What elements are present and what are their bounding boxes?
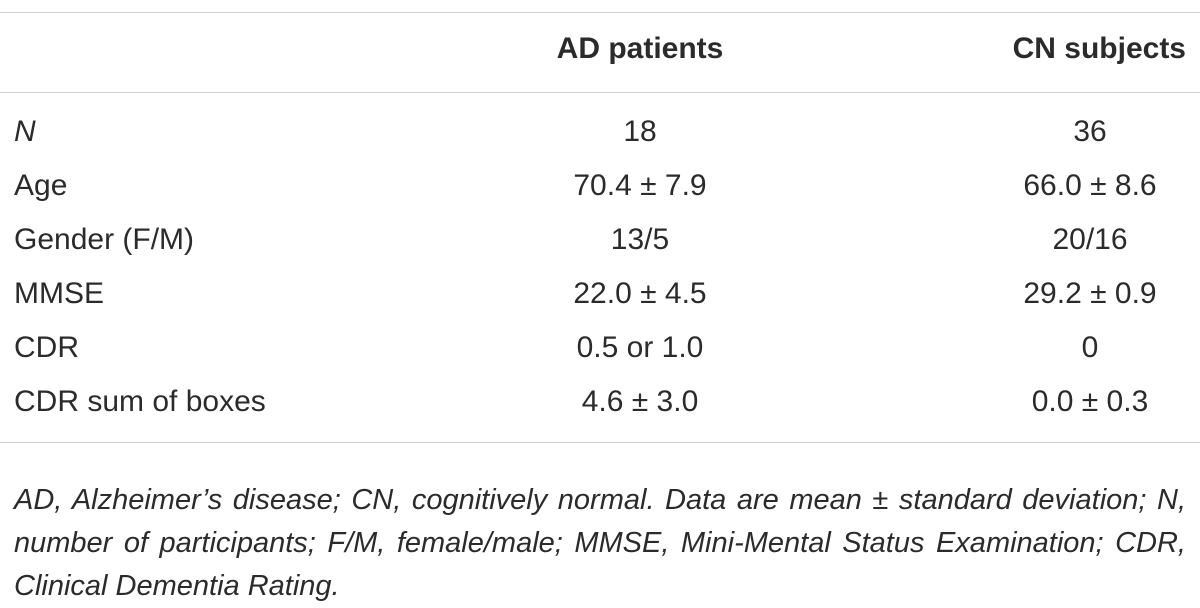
cn-value: 29.2 ± 0.9 (1023, 277, 1157, 310)
cn-value: 0 (1081, 331, 1099, 364)
column-header-ad-patients: AD patients (556, 32, 724, 65)
table-header-rule (0, 92, 1200, 93)
ad-value: 13/5 (610, 223, 670, 256)
table-row: CDR sum of boxes 4.6 ± 3.0 0.0 ± 0.3 (0, 376, 1200, 428)
table-header-row: AD patients CN subjects (0, 26, 1200, 78)
column-header-cn-subjects: CN subjects (1012, 32, 1186, 65)
row-label: MMSE (14, 277, 104, 310)
table-row: N 18 36 (0, 106, 1200, 158)
ad-value: 70.4 ± 7.9 (573, 169, 707, 202)
row-label: Gender (F/M) (14, 223, 195, 256)
table-footnote: AD, Alzheimer’s disease; CN, cognitively… (14, 484, 1186, 602)
cn-value: 20/16 (1052, 223, 1128, 256)
table-row: MMSE 22.0 ± 4.5 29.2 ± 0.9 (0, 268, 1200, 320)
ad-value: 4.6 ± 3.0 (581, 385, 699, 418)
ad-value: 22.0 ± 4.5 (573, 277, 707, 310)
table-top-rule (0, 12, 1200, 13)
ad-value: 0.5 or 1.0 (576, 331, 704, 364)
table-row: Age 70.4 ± 7.9 66.0 ± 8.6 (0, 160, 1200, 212)
table-bottom-rule (0, 442, 1200, 443)
cn-value: 66.0 ± 8.6 (1023, 169, 1157, 202)
row-label: Age (14, 169, 68, 202)
row-label: CDR (14, 331, 79, 364)
row-label: N (14, 115, 36, 148)
ad-value: 18 (623, 115, 657, 148)
table-row: CDR 0.5 or 1.0 0 (0, 322, 1200, 374)
cn-value: 36 (1073, 115, 1107, 148)
cn-value: 0.0 ± 0.3 (1031, 385, 1149, 418)
row-label: CDR sum of boxes (14, 385, 266, 418)
table-row: Gender (F/M) 13/5 20/16 (0, 214, 1200, 266)
